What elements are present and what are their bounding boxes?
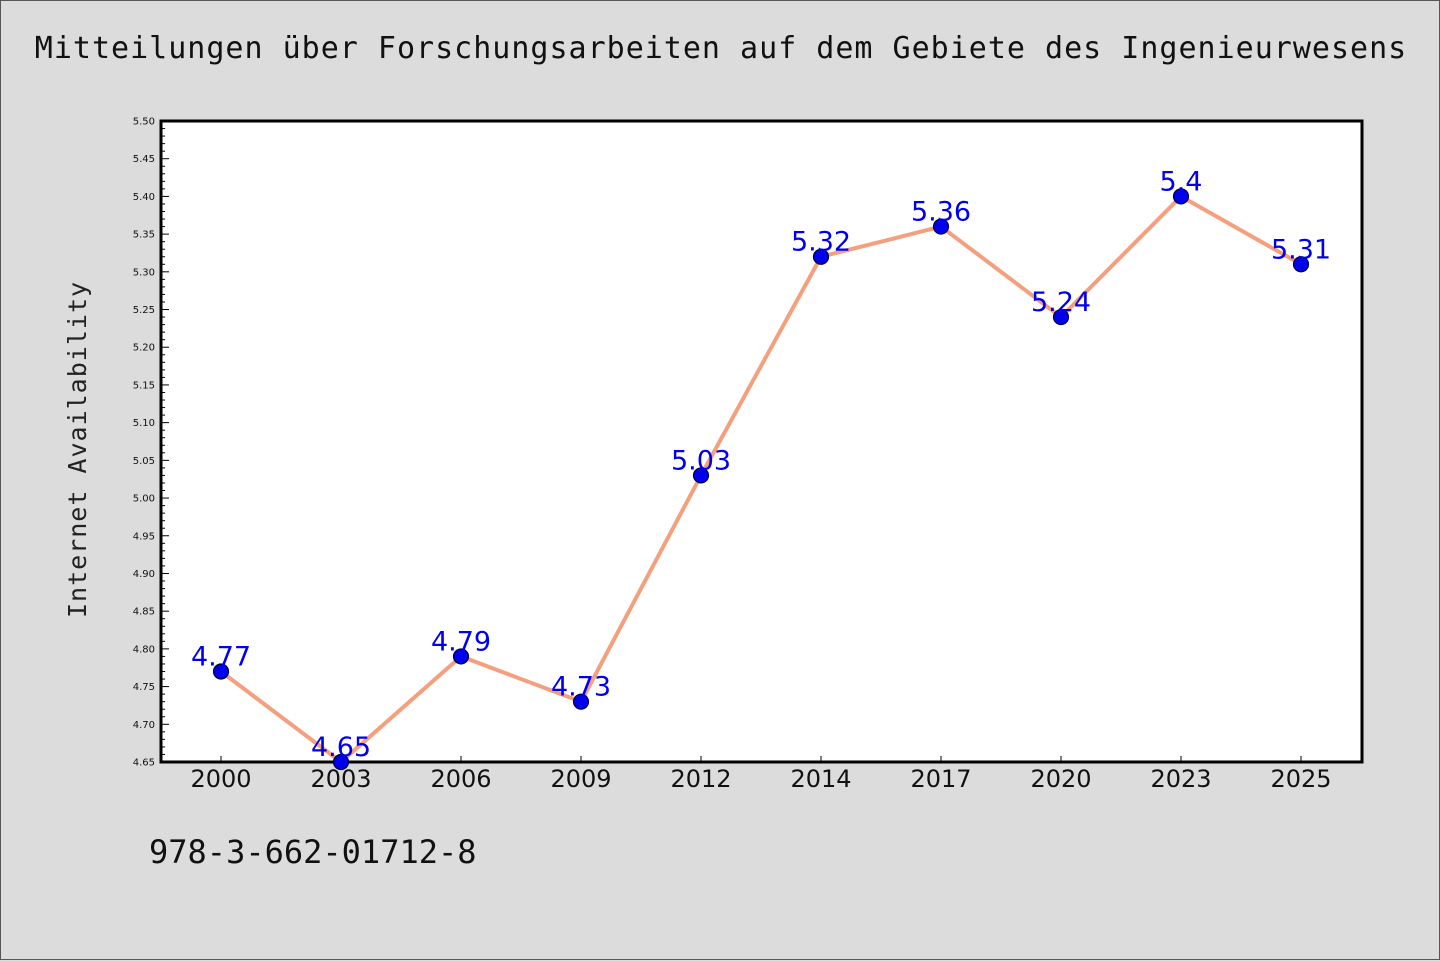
y-tick-label: 4.80 <box>133 644 155 655</box>
data-label: 4.77 <box>191 642 251 673</box>
data-point[interactable] <box>212 663 230 680</box>
y-tick-label: 5.35 <box>133 230 155 241</box>
y-tick-label: 5.20 <box>133 343 155 354</box>
y-tick-label: 4.70 <box>133 720 155 731</box>
y-tick-label: 5.00 <box>133 494 155 505</box>
y-tick-label: 5.50 <box>133 117 155 128</box>
y-tick-label: 4.85 <box>133 607 155 618</box>
plot-area <box>159 119 1364 764</box>
y-tick-label: 5.25 <box>133 305 155 316</box>
data-point[interactable] <box>812 248 830 265</box>
x-tick-label: 2006 <box>430 765 491 793</box>
x-tick-label: 2014 <box>790 765 851 793</box>
x-tick-label: 2025 <box>1270 765 1331 793</box>
data-label: 5.4 <box>1160 166 1203 197</box>
y-tick-label: 5.15 <box>133 380 155 391</box>
y-axis-label: Internet Availability <box>63 281 92 618</box>
x-tick-label: 2009 <box>550 765 611 793</box>
data-label: 4.73 <box>551 672 611 703</box>
data-point[interactable] <box>572 693 590 710</box>
y-tick-label: 4.65 <box>133 758 155 769</box>
data-point[interactable] <box>1292 256 1310 273</box>
y-tick-label: 5.10 <box>133 418 155 429</box>
y-tick-label: 4.75 <box>133 682 155 693</box>
x-tick-label: 2020 <box>1030 765 1091 793</box>
data-label: 5.24 <box>1031 287 1091 318</box>
series-line <box>219 194 1302 764</box>
x-tick-label: 2023 <box>1150 765 1211 793</box>
footer-code: 978-3-662-01712-8 <box>149 833 477 871</box>
y-tick-label: 5.40 <box>133 192 155 203</box>
data-label: 5.32 <box>791 227 851 258</box>
y-tick-label: 5.45 <box>133 154 155 165</box>
y-tick-label: 5.05 <box>133 456 155 467</box>
data-point[interactable] <box>932 218 950 235</box>
data-point[interactable] <box>1172 188 1190 205</box>
data-point[interactable] <box>332 753 350 771</box>
data-label: 4.79 <box>431 626 491 657</box>
y-tick-label: 4.90 <box>133 569 155 580</box>
chart-title: Mitteilungen über Forschungsarbeiten auf… <box>34 31 1408 66</box>
data-point[interactable] <box>452 648 470 665</box>
data-label: 5.03 <box>671 445 731 476</box>
data-label: 5.36 <box>911 197 971 228</box>
data-label: 5.31 <box>1271 234 1331 265</box>
data-point[interactable] <box>1052 308 1070 326</box>
y-tick-label: 4.95 <box>133 531 155 542</box>
x-tick-label: 2017 <box>910 765 971 793</box>
x-tick-label: 2000 <box>190 765 251 793</box>
data-point[interactable] <box>692 467 710 484</box>
data-label: 4.65 <box>311 732 371 763</box>
y-tick-label: 5.30 <box>133 267 155 278</box>
x-tick-label: 2012 <box>670 765 731 793</box>
